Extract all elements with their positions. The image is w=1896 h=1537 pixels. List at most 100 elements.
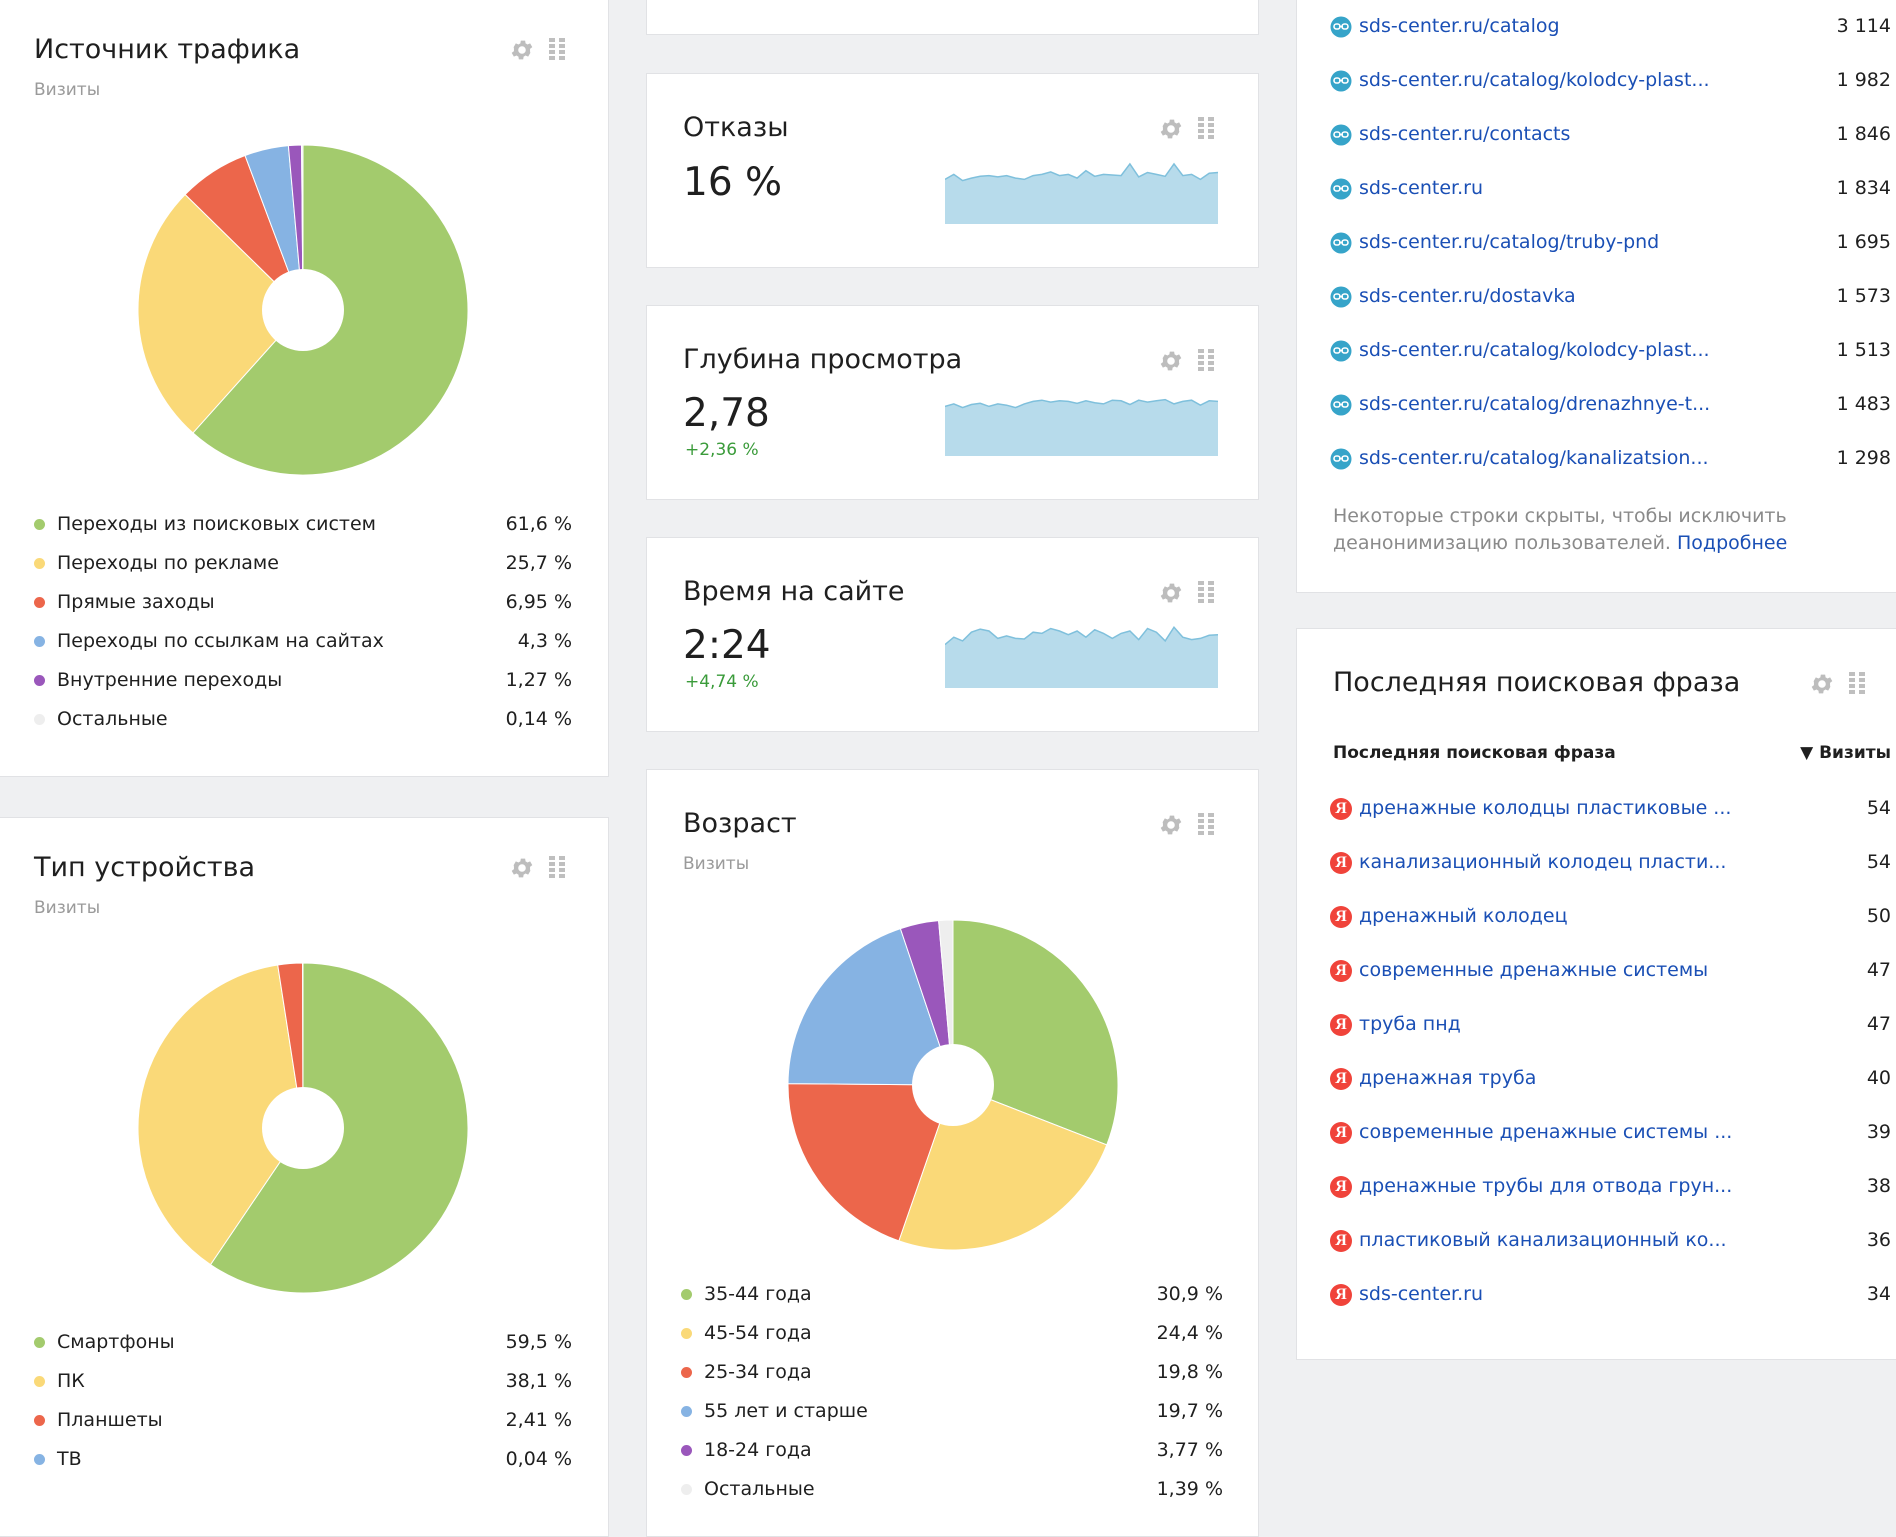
drag-handle-icon[interactable] (549, 38, 565, 62)
age-legend-item[interactable]: 45-54 года (681, 1319, 812, 1347)
page-visits-count: 3 114 (1837, 15, 1891, 37)
age-legend-label: Остальные (704, 1478, 815, 1500)
gear-icon[interactable] (1158, 116, 1184, 142)
drag-handle-icon[interactable] (1198, 349, 1214, 373)
traffic-legend-swatch (34, 519, 45, 530)
gear-icon[interactable] (1158, 812, 1184, 838)
age-legend-value: 30,9 % (1103, 1283, 1223, 1305)
page-link-icon (1330, 232, 1352, 254)
page-url-link[interactable]: sds-center.ru/catalog/kolodcy-plast... (1359, 339, 1710, 361)
time-tools (1158, 580, 1214, 606)
traffic-legend-value: 0,14 % (452, 708, 572, 730)
page-visits-count: 1 982 (1837, 69, 1891, 91)
depth-title: Глубина просмотра (683, 344, 962, 375)
device-legend-item[interactable]: ТВ (34, 1445, 82, 1473)
col-header-visits[interactable]: ▼ Визиты (1800, 743, 1891, 763)
page-url-link[interactable]: sds-center.ru/dostavka (1359, 285, 1576, 307)
drag-handle-icon[interactable] (1198, 581, 1214, 605)
traffic-legend-item[interactable]: Прямые заходы (34, 588, 215, 616)
search-phrase-link[interactable]: пластиковый канализационный ко... (1359, 1229, 1727, 1251)
depth-card: Глубина просмотра 2,78 +2,36 % (646, 305, 1259, 500)
search-visits-count: 38 (1867, 1175, 1891, 1197)
age-legend-swatch (681, 1289, 692, 1300)
page-link-icon (1330, 124, 1352, 146)
traffic-legend-item[interactable]: Переходы из поисковых систем (34, 510, 376, 538)
device-legend-value: 59,5 % (452, 1331, 572, 1353)
drag-handle-icon[interactable] (1198, 117, 1214, 141)
gear-icon[interactable] (1158, 348, 1184, 374)
yandex-icon: Я (1330, 1176, 1352, 1198)
device-legend-label: Планшеты (57, 1409, 163, 1431)
age-legend-label: 45-54 года (704, 1322, 812, 1344)
search-phrase-link[interactable]: труба пнд (1359, 1013, 1461, 1035)
device-legend-value: 38,1 % (452, 1370, 572, 1392)
search-phrase-link[interactable]: дренажная труба (1359, 1067, 1536, 1089)
device-legend-label: ТВ (57, 1448, 82, 1470)
search-visits-count: 50 (1867, 905, 1891, 927)
drag-handle-icon[interactable] (1198, 813, 1214, 837)
search-phrase-link[interactable]: дренажные трубы для отвода грун... (1359, 1175, 1732, 1197)
time-sparkline-area (945, 627, 1218, 688)
age-legend-swatch (681, 1367, 692, 1378)
col-header-phrase[interactable]: Последняя поисковая фраза (1333, 743, 1616, 763)
device-legend-item[interactable]: ПК (34, 1367, 85, 1395)
page-url-link[interactable]: sds-center.ru/catalog (1359, 15, 1560, 37)
page-url-link[interactable]: sds-center.ru/catalog/truby-pnd (1359, 231, 1659, 253)
bounces-value: 16 % (683, 160, 782, 205)
traffic-legend-swatch (34, 675, 45, 686)
age-legend-item[interactable]: 35-44 года (681, 1280, 812, 1308)
age-legend-swatch (681, 1484, 692, 1495)
drag-handle-icon[interactable] (549, 856, 565, 880)
traffic-legend-label: Переходы по ссылкам на сайтах (57, 630, 384, 652)
search-phrase-link[interactable]: дренажный колодец (1359, 905, 1568, 927)
age-legend-label: 55 лет и старше (704, 1400, 868, 1422)
page-visits-count: 1 846 (1837, 123, 1891, 145)
device-legend-item[interactable]: Смартфоны (34, 1328, 175, 1356)
traffic-legend-item[interactable]: Остальные (34, 705, 168, 733)
traffic-legend-value: 25,7 % (452, 552, 572, 574)
search-visits-count: 39 (1867, 1121, 1891, 1143)
yandex-icon: Я (1330, 798, 1352, 820)
age-title: Возраст (683, 808, 797, 839)
gear-icon[interactable] (509, 37, 535, 63)
drag-handle-icon[interactable] (1849, 672, 1865, 696)
gear-icon[interactable] (509, 855, 535, 881)
age-legend-value: 1,39 % (1103, 1478, 1223, 1500)
page-visits-count: 1 483 (1837, 393, 1891, 415)
page-url-link[interactable]: sds-center.ru/catalog/kolodcy-plast... (1359, 69, 1710, 91)
search-visits-count: 54 (1867, 797, 1891, 819)
search-phrase-link[interactable]: sds-center.ru (1359, 1283, 1483, 1305)
more-info-link[interactable]: Подробнее (1677, 532, 1787, 554)
traffic-legend-item[interactable]: Переходы по рекламе (34, 549, 279, 577)
traffic-legend-swatch (34, 714, 45, 725)
bounces-sparkline-area (945, 164, 1218, 224)
bounces-card: Отказы 16 % (646, 73, 1259, 268)
traffic-legend-item[interactable]: Внутренние переходы (34, 666, 282, 694)
page-url-link[interactable]: sds-center.ru/catalog/drenazhnye-t... (1359, 393, 1710, 415)
page-url-link[interactable]: sds-center.ru/contacts (1359, 123, 1570, 145)
search-phrase-link[interactable]: современные дренажные системы (1359, 959, 1708, 981)
gear-icon[interactable] (1809, 671, 1835, 697)
age-legend-item[interactable]: 18-24 года (681, 1436, 812, 1464)
device-legend-item[interactable]: Планшеты (34, 1406, 163, 1434)
search-phrase-title: Последняя поисковая фраза (1333, 667, 1740, 698)
age-legend-item[interactable]: 55 лет и старше (681, 1397, 868, 1425)
page-url-link[interactable]: sds-center.ru (1359, 177, 1483, 199)
device-legend-label: ПК (57, 1370, 85, 1392)
age-legend-item[interactable]: Остальные (681, 1475, 815, 1503)
traffic-legend-swatch (34, 597, 45, 608)
page-visits-count: 1 298 (1837, 447, 1891, 469)
age-legend-item[interactable]: 25-34 года (681, 1358, 812, 1386)
page-link-icon (1330, 178, 1352, 200)
search-phrase-link[interactable]: современные дренажные системы ... (1359, 1121, 1732, 1143)
gear-icon[interactable] (1158, 580, 1184, 606)
device-donut-hole (262, 1087, 344, 1169)
search-phrase-link[interactable]: канализационный колодец пласти... (1359, 851, 1726, 873)
search-phrase-link[interactable]: дренажные колодцы пластиковые ... (1359, 797, 1731, 819)
traffic-legend-item[interactable]: Переходы по ссылкам на сайтах (34, 627, 384, 655)
device-legend-label: Смартфоны (57, 1331, 175, 1353)
page-url-link[interactable]: sds-center.ru/catalog/kanalizatsion... (1359, 447, 1709, 469)
top-partial-card (646, 0, 1259, 35)
device-legend-swatch (34, 1376, 45, 1387)
age-legend-value: 24,4 % (1103, 1322, 1223, 1344)
